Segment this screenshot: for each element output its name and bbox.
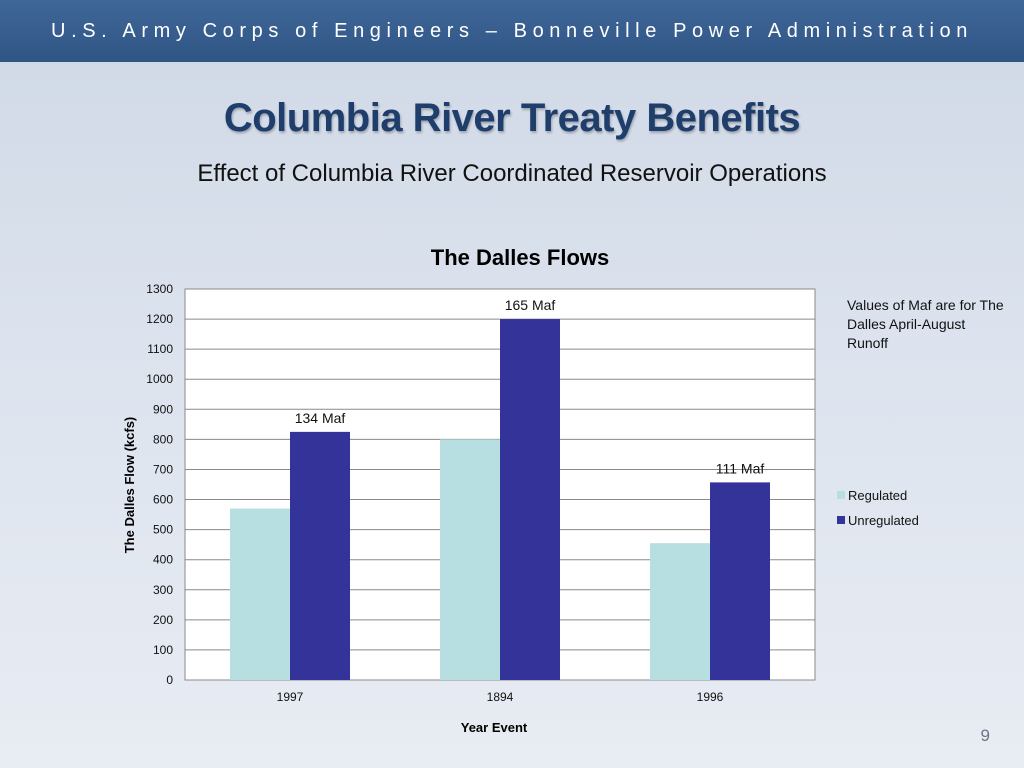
y-tick-label: 700 (153, 462, 173, 476)
x-axis-title: Year Event (461, 720, 528, 735)
bar-unregulated-1894 (500, 319, 560, 680)
y-tick-label: 800 (153, 432, 173, 446)
bar-unregulated-1996 (710, 482, 770, 680)
page-number: 9 (980, 726, 990, 745)
y-tick-label: 1100 (147, 342, 173, 356)
legend-swatch-unregulated (837, 516, 845, 524)
legend-label-unregulated: Unregulated (848, 513, 919, 528)
y-tick-label: 1300 (146, 282, 173, 296)
y-tick-label: 1000 (146, 372, 173, 386)
bar-regulated-1894 (440, 439, 500, 680)
x-tick-label: 1997 (277, 690, 304, 704)
bar-regulated-1997 (230, 508, 290, 680)
y-tick-label: 600 (153, 493, 173, 507)
y-axis-title: The Dalles Flow (kcfs) (122, 417, 137, 554)
y-tick-label: 500 (153, 523, 173, 537)
y-tick-label: 1200 (146, 312, 173, 326)
slide-title: Columbia River Treaty Benefits (223, 96, 801, 140)
y-tick-label: 900 (153, 402, 173, 416)
data-label: 134 Maf (295, 410, 346, 426)
chart-title: The Dalles Flows (431, 245, 610, 270)
y-tick-label: 300 (153, 583, 173, 597)
data-label: 111 Maf (716, 460, 765, 476)
x-tick-label: 1996 (697, 690, 724, 704)
x-tick-label: 1894 (487, 690, 514, 704)
y-tick-label: 100 (153, 643, 173, 657)
y-tick-label: 200 (153, 613, 173, 627)
header-banner: U.S. Army Corps of Engineers – Bonnevill… (0, 0, 1024, 62)
y-tick-label: 400 (153, 553, 173, 567)
runoff-note: Values of Maf are for The Dalles April-A… (847, 297, 1004, 351)
bar-regulated-1996 (650, 543, 710, 680)
y-tick-label: 0 (166, 673, 173, 687)
legend-swatch-regulated (837, 491, 845, 499)
data-label: 165 Maf (505, 297, 556, 313)
slide-subtitle: Effect of Columbia River Coordinated Res… (197, 160, 827, 187)
bar-unregulated-1997 (290, 431, 350, 680)
banner-text: U.S. Army Corps of Engineers – Bonnevill… (51, 20, 973, 42)
legend-label-regulated: Regulated (848, 488, 907, 503)
